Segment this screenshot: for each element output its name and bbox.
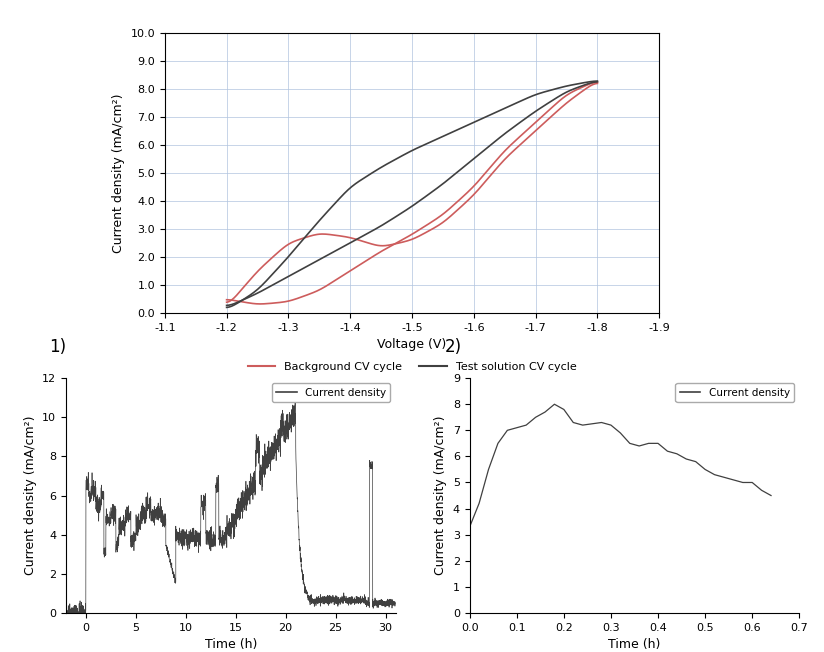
Y-axis label: Current density (mA/cm²): Current density (mA/cm²) [434, 416, 447, 575]
X-axis label: Voltage (V): Voltage (V) [377, 338, 447, 351]
Legend: Background CV cycle, Test solution CV cycle: Background CV cycle, Test solution CV cy… [243, 358, 581, 377]
Text: 1): 1) [49, 338, 67, 356]
Text: 2): 2) [445, 338, 462, 356]
Y-axis label: Current density (mA/cm²): Current density (mA/cm²) [24, 416, 36, 575]
Y-axis label: Current density (mA/cm²): Current density (mA/cm²) [112, 93, 125, 252]
Legend: Current density: Current density [676, 383, 794, 402]
X-axis label: Time (h): Time (h) [204, 638, 257, 651]
Legend: Current density: Current density [272, 383, 391, 402]
X-axis label: Time (h): Time (h) [608, 638, 661, 651]
